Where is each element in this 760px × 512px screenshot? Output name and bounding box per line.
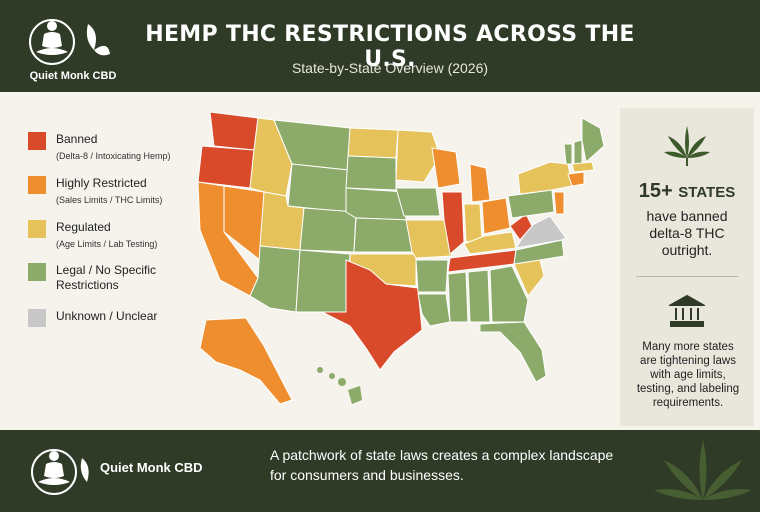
state-michigan[interactable] (469, 163, 491, 203)
state-indiana[interactable] (463, 203, 483, 243)
state-alaska[interactable] (199, 317, 293, 405)
cannabis-leaf-icon (654, 440, 752, 500)
header: Quiet Monk CBD HEMP THC RESTRICTIONS ACR… (0, 0, 760, 92)
state-new-mexico[interactable] (295, 249, 351, 313)
legend-label: Highly Restricted (56, 176, 147, 190)
state-south-dakota[interactable] (345, 155, 397, 191)
meditating-monk-icon (31, 449, 89, 495)
legend-swatch (28, 309, 46, 327)
state-texas[interactable] (321, 259, 423, 371)
state-connecticut[interactable] (567, 171, 585, 187)
state-ohio[interactable] (481, 197, 511, 235)
state-alabama[interactable] (467, 269, 491, 323)
page-title: HEMP THC RESTRICTIONS ACROSS THE U.S. (145, 22, 635, 72)
stat-unit: STATES (678, 184, 736, 201)
courthouse-icon (669, 294, 705, 327)
page-subtitle: State-by-State Overview (2026) (291, 60, 489, 76)
state-colorado[interactable] (299, 207, 357, 253)
legend-label: Regulated (56, 220, 111, 234)
state-oregon[interactable] (197, 145, 255, 189)
state-florida[interactable] (479, 321, 547, 383)
legend-sublabel: (Age Limits / Lab Testing) (56, 239, 158, 249)
stat-number: 15+ (638, 180, 673, 202)
state-iowa[interactable] (395, 187, 441, 217)
legend-swatch (28, 263, 46, 281)
stat-line: delta-8 THC (649, 225, 725, 241)
state-missouri[interactable] (405, 219, 453, 259)
state-new-hampshire[interactable] (573, 139, 583, 165)
footer-line: for consumers and businesses. (270, 467, 464, 483)
legend-swatch (28, 176, 46, 194)
state-maine[interactable] (581, 117, 605, 163)
state-kansas[interactable] (353, 217, 413, 253)
footer-brand: Quiet Monk CBD (100, 460, 203, 475)
state-north-dakota[interactable] (347, 127, 399, 159)
state-hawaii[interactable] (317, 367, 362, 404)
legend-sublabel: (Sales Limits / THC Limits) (56, 195, 163, 205)
state-pennsylvania[interactable] (507, 189, 555, 219)
legend-swatch (28, 132, 46, 150)
legend-label: Banned (56, 132, 98, 146)
state-minnesota[interactable] (395, 129, 441, 183)
stat-description: have banned delta-8 THC outright. (620, 208, 754, 259)
state-massachusetts[interactable] (571, 161, 595, 173)
brand-logo: Quiet Monk CBD (18, 10, 128, 86)
panel-note: Many more states are tightening laws wit… (624, 340, 752, 410)
legend-label: Unknown / Unclear (56, 309, 158, 323)
cannabis-leaf-icon (664, 126, 710, 166)
note-line: with age limits, (650, 369, 726, 381)
state-georgia[interactable] (489, 265, 529, 323)
state-wyoming[interactable] (287, 163, 349, 213)
note-line: Many more states (642, 341, 734, 353)
stat-line: have banned (646, 208, 728, 224)
panel-divider (636, 276, 738, 277)
stat-line: outright. (661, 242, 713, 258)
footer-line: A patchwork of state laws creates a comp… (270, 447, 614, 463)
legend-label: Legal / No Specific Restrictions (56, 263, 157, 292)
state-arkansas[interactable] (415, 259, 449, 293)
state-wisconsin[interactable] (431, 147, 461, 189)
meditating-monk-icon (29, 19, 110, 65)
legend-sublabel: (Delta-8 / Intoxicating Hemp) (56, 151, 171, 161)
stat-headline: 15+ STATES (620, 180, 754, 203)
state-kentucky[interactable] (463, 231, 517, 255)
state-new-york[interactable] (517, 161, 573, 195)
note-line: are tightening laws (640, 355, 736, 367)
state-illinois[interactable] (441, 191, 465, 255)
footer-text: A patchwork of state laws creates a comp… (270, 445, 650, 485)
state-vermont[interactable] (563, 143, 573, 165)
stats-panel: 15+ STATES have banned delta-8 THC outri… (620, 108, 754, 426)
state-louisiana[interactable] (417, 293, 451, 327)
note-line: requirements. (652, 397, 724, 409)
note-line: testing, and labeling (636, 383, 740, 395)
state-washington[interactable] (209, 111, 259, 151)
brand-name: Quiet Monk CBD (29, 70, 117, 82)
footer: Quiet Monk CBD A patchwork of state laws… (0, 430, 760, 512)
us-map (197, 111, 605, 405)
state-west-virginia[interactable] (509, 213, 533, 241)
state-mississippi[interactable] (447, 271, 469, 323)
state-new-jersey[interactable] (553, 191, 565, 215)
legend-swatch (28, 220, 46, 238)
